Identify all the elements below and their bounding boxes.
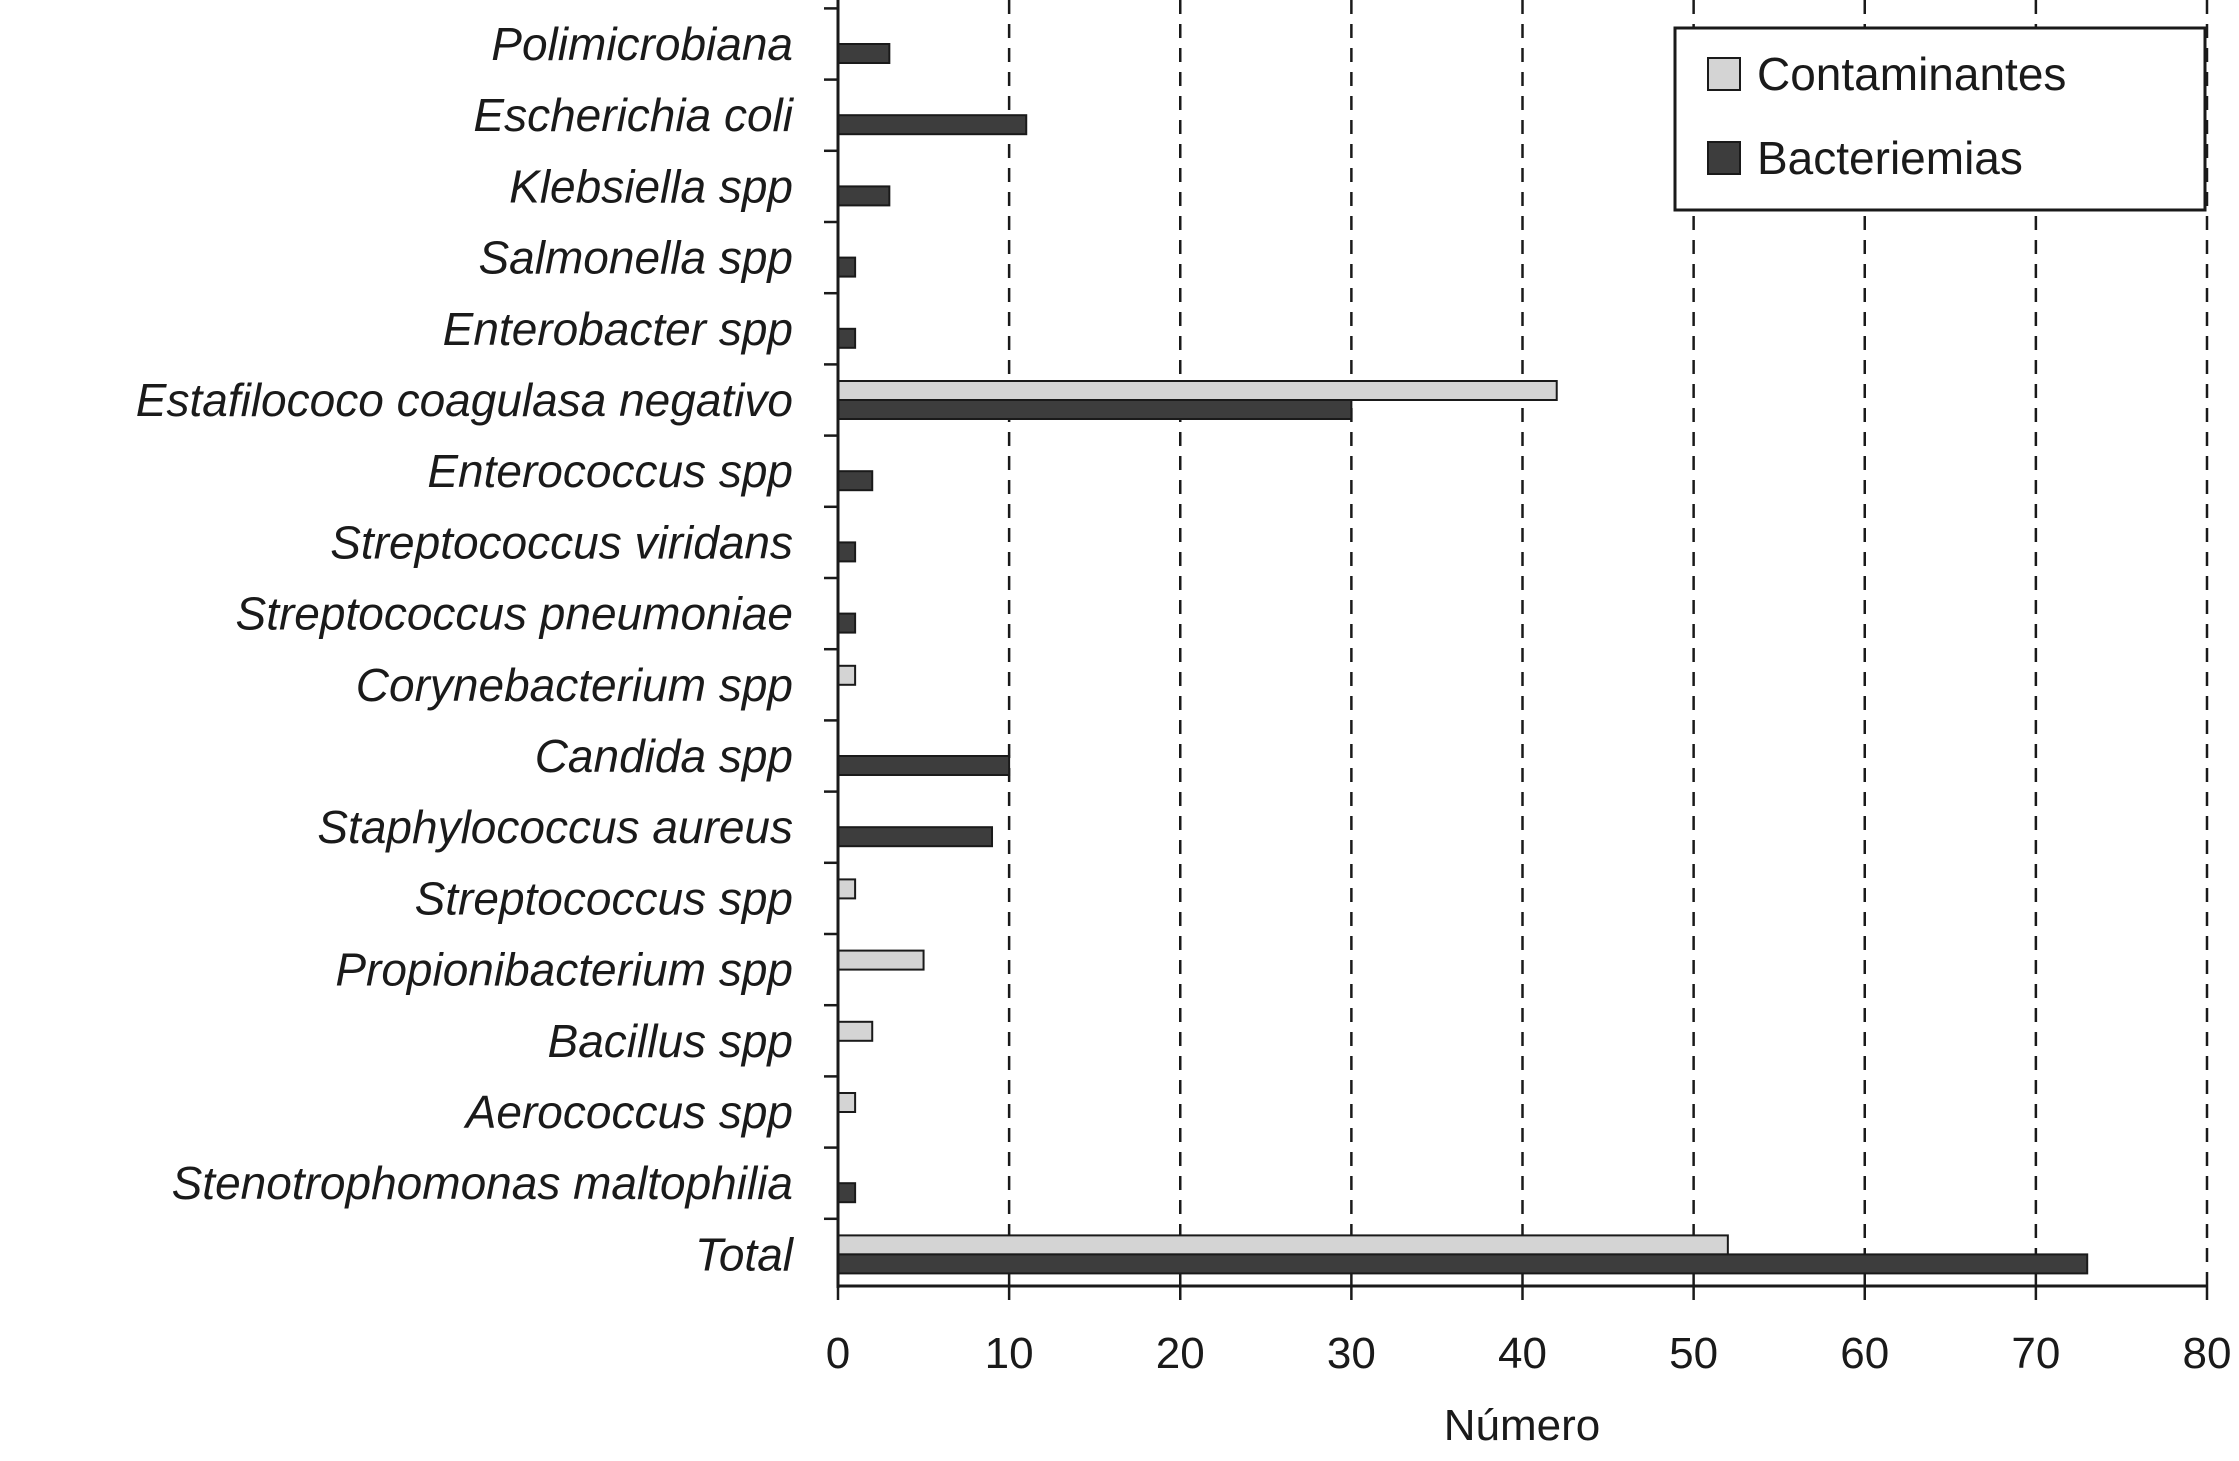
category-label-propionibacterium-spp: Propionibacterium spp <box>335 944 793 996</box>
category-label-staphylococcus-aureus: Staphylococcus aureus <box>317 801 793 853</box>
category-labels: Polimicrobiana Escherichia coli Klebsiella… <box>136 18 795 1280</box>
bar-bacteriemias-escherichia-coli <box>837 114 1028 136</box>
category-label-candida-spp: Candida spp <box>535 730 793 782</box>
x-tick-label-10: 10 <box>985 1329 1034 1378</box>
x-tick-label-30: 30 <box>1327 1329 1376 1378</box>
category-label-streptococcus-spp: Streptococcus spp <box>415 872 793 924</box>
category-label-bacillus-spp: Bacillus spp <box>548 1015 793 1067</box>
legend-box <box>1673 26 2207 212</box>
tick-labels: 0 10 20 30 40 50 60 70 80 <box>826 1329 2232 1378</box>
bar-contaminantes-total <box>837 1234 1729 1256</box>
bar-bacteriemias-klebsiella-spp <box>837 185 891 207</box>
bar-bacteriemias-enterobacter-spp <box>837 327 857 349</box>
legend-label-contaminantes: Contaminantes <box>1757 48 2066 100</box>
x-tick-label-80: 80 <box>2183 1329 2232 1378</box>
bar-bacteriemias-polimicrobiana <box>837 43 891 64</box>
legend: Contaminantes Bacteriemias <box>1673 26 2207 212</box>
category-label-streptococcus-viridans: Streptococcus viridans <box>330 516 793 568</box>
category-label-escherichia-coli: Escherichia coli <box>473 89 794 141</box>
category-label-corynebacterium-spp: Corynebacterium spp <box>356 659 793 711</box>
bar-contaminantes-propionibacterium-spp <box>837 949 925 971</box>
bar-bacteriemias-total <box>837 1253 2089 1275</box>
category-label-klebsiella-spp: Klebsiella spp <box>509 160 793 212</box>
bar-bacteriemias-enterococcus-spp <box>837 470 874 492</box>
legend-swatch-contaminantes <box>1707 57 1741 91</box>
bar-contaminantes-streptococcus-spp <box>837 878 857 900</box>
bar-bacteriemias-staphylococcus-aureus <box>837 826 994 848</box>
category-label-aerococcus-spp: Aerococcus spp <box>463 1086 793 1138</box>
x-tick-label-70: 70 <box>2011 1329 2060 1378</box>
legend-swatch-bacteriemias <box>1707 141 1741 175</box>
bar-bacteriemias-streptococcus-viridans <box>837 541 857 563</box>
category-label-polimicrobiana: Polimicrobiana <box>491 18 793 70</box>
category-label-enterococcus-spp: Enterococcus spp <box>427 445 793 497</box>
category-label-total: Total <box>695 1228 795 1280</box>
bar-bacteriemias-streptococcus-pneumoniae <box>837 612 857 634</box>
bars <box>837 43 2089 1275</box>
legend-label-bacteriemias: Bacteriemias <box>1757 132 2023 184</box>
bar-bacteriemias-stenotrophomonas-maltophilia <box>837 1182 857 1204</box>
x-tick-label-0: 0 <box>826 1329 850 1378</box>
bar-bacteriemias-candida-spp <box>837 755 1011 776</box>
x-tick-label-50: 50 <box>1669 1329 1718 1378</box>
bar-contaminantes-estafilococo-coagulasa-negativo <box>837 380 1558 401</box>
category-label-estafilococo-coagulasa-negativo: Estafilococo coagulasa negativo <box>136 374 793 426</box>
axes <box>824 0 2209 1300</box>
category-label-enterobacter-spp: Enterobacter spp <box>443 303 793 355</box>
x-axis-title: Número <box>1444 1401 1601 1450</box>
x-tick-label-20: 20 <box>1156 1329 1205 1378</box>
x-tick-label-40: 40 <box>1498 1329 1547 1378</box>
category-label-stenotrophomonas-maltophilia: Stenotrophomonas maltophilia <box>172 1157 793 1209</box>
x-tick-label-60: 60 <box>1840 1329 1889 1378</box>
category-label-streptococcus-pneumoniae: Streptococcus pneumoniae <box>236 588 793 640</box>
bar-contaminantes-bacillus-spp <box>837 1020 874 1042</box>
bar-bacteriemias-salmonella-spp <box>837 256 857 278</box>
category-label-salmonella-spp: Salmonella spp <box>478 232 793 284</box>
bar-contaminantes-corynebacterium-spp <box>837 664 857 686</box>
bar-contaminantes-aerococcus-spp <box>837 1092 857 1113</box>
bar-bacteriemias-estafilococo-coagulasa-negativo <box>837 399 1353 420</box>
